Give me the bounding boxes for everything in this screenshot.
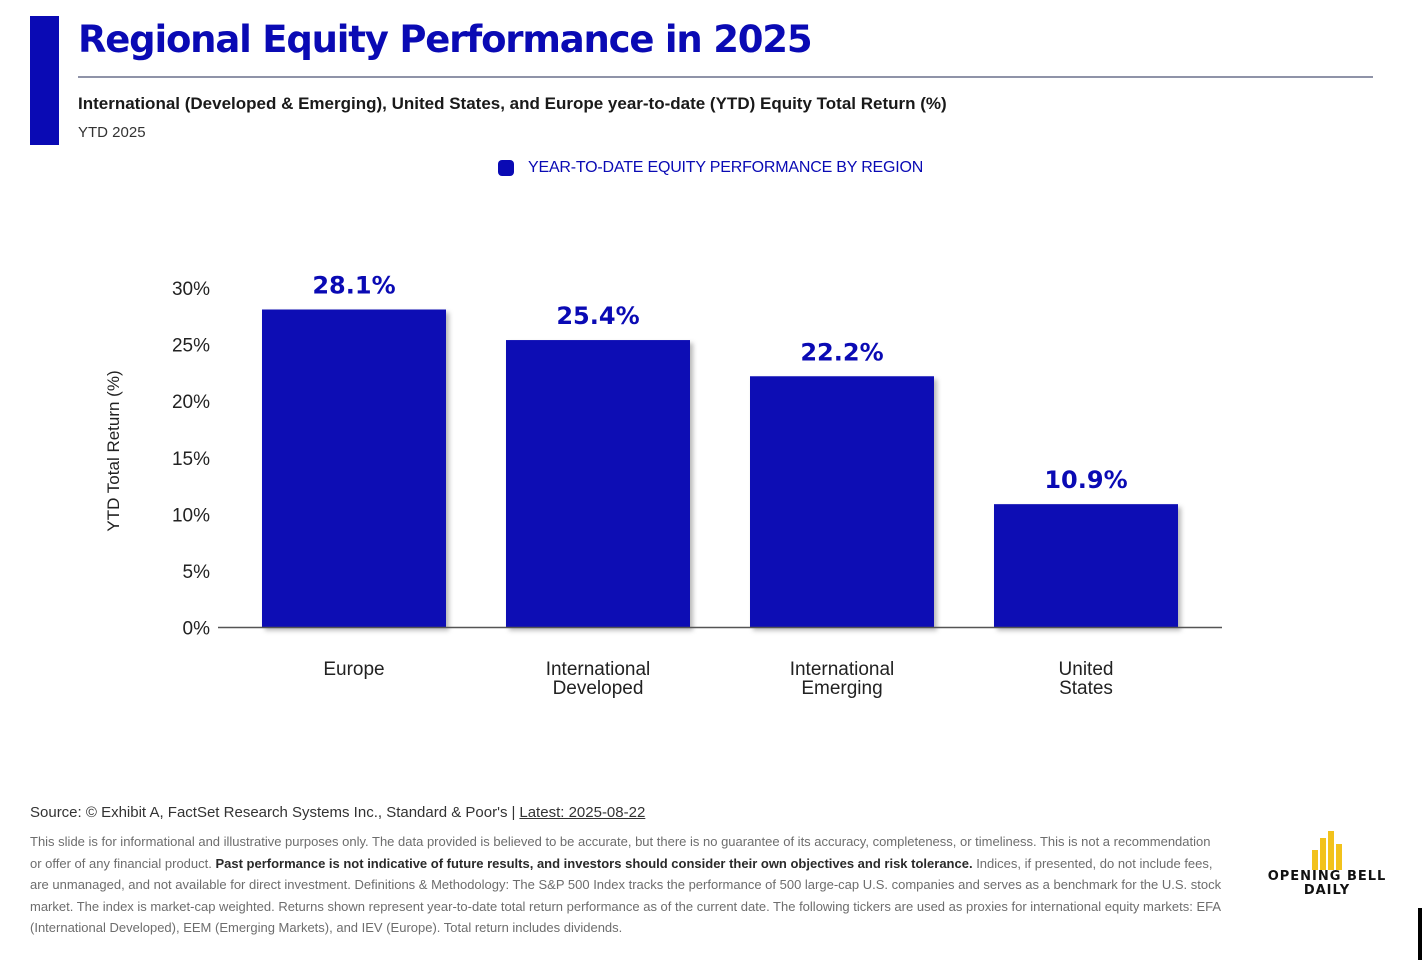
logo-wordmark: OPENING BELL DAILY xyxy=(1262,870,1392,898)
x-category-label: Europe xyxy=(323,659,384,680)
chart-subtitle: International (Developed & Emerging), Un… xyxy=(78,94,947,113)
disclaimer-text-2: Indices, if presented, do not include fe… xyxy=(30,855,1222,936)
disclaimer: This slide is for informational and illu… xyxy=(30,831,1225,939)
edge-mark xyxy=(1418,908,1422,960)
period-label: YTD 2025 xyxy=(78,124,146,141)
bar-value-label: 28.1% xyxy=(312,272,395,300)
disclaimer-text-1: This slide is for informational and illu… xyxy=(30,834,1211,871)
bar-chart-logo-icon xyxy=(1312,831,1342,870)
y-tick-label: 0% xyxy=(183,619,211,640)
bar-chart: 0%5%10%15%20%25%30%YTD Total Return (%) … xyxy=(104,272,1222,699)
bar xyxy=(994,504,1178,628)
page-title: Regional Equity Performance in 2025 xyxy=(78,18,813,61)
chart-legend: YEAR-TO-DATE EQUITY PERFORMANCE BY REGIO… xyxy=(498,159,923,177)
bar xyxy=(262,309,446,628)
y-axis-title: YTD Total Return (%) xyxy=(104,370,123,531)
y-tick-label: 10% xyxy=(172,505,210,526)
source-text: Source: © Exhibit A, FactSet Research Sy… xyxy=(30,804,508,821)
x-category-label: United States xyxy=(1059,659,1114,699)
y-tick-label: 25% xyxy=(172,336,210,357)
accent-bar xyxy=(30,16,59,145)
y-tick-label: 20% xyxy=(172,392,210,413)
legend-label: YEAR-TO-DATE EQUITY PERFORMANCE BY REGIO… xyxy=(528,159,924,176)
latest-date-link[interactable]: Latest: 2025-08-22 xyxy=(519,804,646,821)
bar-value-label: 10.9% xyxy=(1044,466,1127,494)
y-tick-label: 30% xyxy=(172,279,210,300)
source-line: Source: © Exhibit A, FactSet Research Sy… xyxy=(30,804,645,821)
logo-line-2: DAILY xyxy=(1303,883,1351,898)
bar-value-label: 22.2% xyxy=(800,338,883,366)
disclaimer-bold: Past performance is not indicative of fu… xyxy=(215,855,973,871)
y-tick-label: 15% xyxy=(172,449,210,470)
legend-swatch xyxy=(498,160,514,176)
title-divider xyxy=(78,76,1373,78)
bar xyxy=(750,376,934,628)
source-separator: | xyxy=(511,804,516,821)
x-category-label: International Developed xyxy=(546,659,651,699)
bar-value-label: 25.4% xyxy=(556,302,639,330)
x-category-label: International Emerging xyxy=(790,659,895,699)
bar xyxy=(506,340,690,628)
y-tick-label: 5% xyxy=(183,562,211,583)
logo-line-1: OPENING BELL xyxy=(1267,869,1387,884)
